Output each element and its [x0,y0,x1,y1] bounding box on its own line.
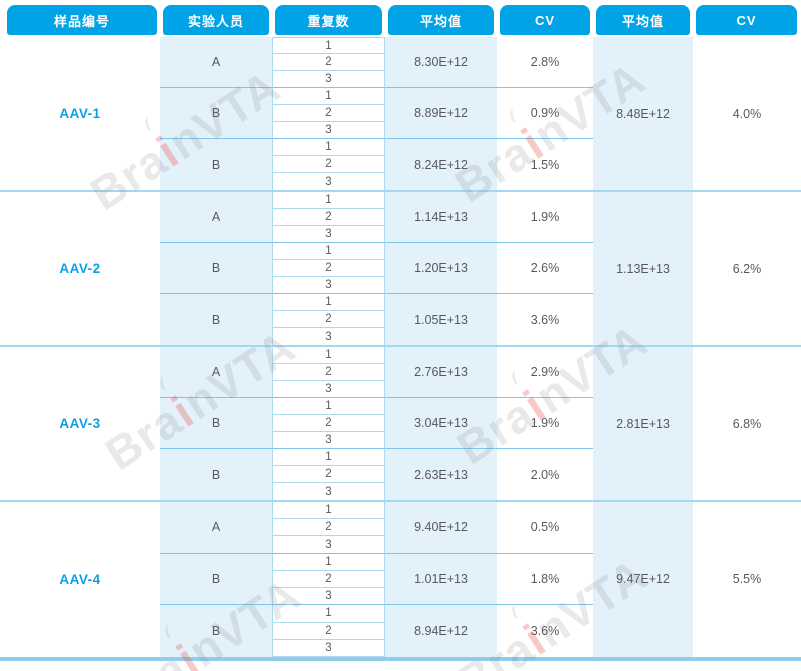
cv-cell: 2.0% [530,467,560,482]
person-cell: B [160,449,272,500]
column-header-cv-1: CV [500,5,590,35]
mean-cell: 1.20E+13 [385,243,497,294]
overall-mean-cell: 2.81E+13 [593,347,693,500]
repeat-cell: 1 [272,398,385,415]
repeat-cell: 2 [272,622,385,640]
cv-cell: 3.6% [530,624,560,639]
cv-cell: 1.8% [497,554,593,606]
column-header-sample: 样品编号 [7,5,157,35]
repeat-cell: 3 [272,381,385,398]
table-bottom-border [0,657,801,661]
repeat-cell: 2 [272,54,385,71]
cv-cell: 0.9% [497,88,593,139]
column-header-mean-1: 平均值 [388,5,494,35]
overall-mean-cell: 8.48E+12 [593,37,693,190]
repeat-cell: 3 [272,483,385,500]
cv-cell: 2.8% [497,37,593,88]
cv-cell: 0.5% [497,502,593,554]
column-header-person: 实验人员 [163,5,269,35]
repeat-cell: 3 [272,432,385,449]
repeat-cell: 3 [272,226,385,243]
repeat-cell: 1 [272,449,385,466]
sample-group: AAV-4 A 1 2 3 9.40E+12 0.5% B 1 2 3 1.01E+13 1.8% B 1 2… [0,502,801,657]
repeat-cell: 2 [272,364,385,381]
person-cell: A [160,502,272,554]
overall-mean-cell: 1.13E+13 [593,192,693,345]
repeat-cell: 3 [272,639,385,657]
mean-cell: 8.30E+12 [385,37,497,88]
mean-cell: 8.94E+12 [385,605,497,657]
mean-cell: 2.76E+13 [385,347,497,398]
person-cell: B [160,553,272,606]
person-cell: A [160,192,272,243]
repeat-cell: 1 [272,347,385,364]
table-body: AAV-1 A 1 2 3 8.30E+12 2.8% B 1 2 3 8.89E+12 0.9% B 1 2… [0,37,801,657]
overall-cv-cell: 6.8% [732,416,762,431]
repeat-cell: 2 [272,570,385,589]
overall-mean-cell: 9.47E+12 [593,502,693,657]
repeat-cell: 3 [272,328,385,345]
repeat-cell: 1 [272,553,385,571]
table-header: 样品编号 实验人员 重复数 平均值 CV 平均值 CV [0,5,801,35]
mean-cell: 1.01E+13 [385,553,497,606]
repeat-cell: 2 [272,105,385,122]
repeat-cell: 1 [272,294,385,311]
repeat-cell: 1 [272,605,385,623]
repeat-cell: 3 [272,588,385,606]
sample-group: AAV-2 A 1 2 3 1.14E+13 1.9% B 1 2 3 1.20E+13 2.6% B 1 2… [0,192,801,347]
column-header-cv-2: CV [696,5,797,35]
person-cell: B [160,605,272,657]
repeat-cell: 3 [272,122,385,139]
sample-id-cell: AAV-2 [59,261,101,276]
repeat-cell: 1 [272,139,385,156]
sample-id-cell: AAV-1 [59,106,101,121]
cv-cell: 1.9% [497,192,593,243]
cv-cell: 1.5% [530,157,560,172]
repeat-cell: 2 [272,260,385,277]
sample-id-cell: AAV-3 [59,416,101,431]
repeat-cell: 3 [272,173,385,190]
person-cell: B [160,243,272,294]
person-cell: A [160,347,272,398]
column-header-mean-2: 平均值 [596,5,690,35]
mean-cell: 8.89E+12 [385,88,497,139]
repeat-cell: 2 [272,519,385,537]
repeat-cell: 1 [272,243,385,260]
overall-cv-cell: 6.2% [732,261,762,276]
repeat-cell: 2 [272,466,385,483]
repeat-cell: 3 [272,277,385,294]
mean-cell: 9.40E+12 [385,502,497,554]
repeat-cell: 2 [272,156,385,173]
repeat-cell: 2 [272,311,385,328]
repeat-cell: 1 [272,88,385,105]
cv-cell: 2.6% [497,243,593,294]
overall-cv-cell: 5.5% [732,572,762,587]
mean-cell: 1.14E+13 [385,192,497,243]
repeat-cell: 3 [272,536,385,554]
repeat-cell: 1 [272,37,385,54]
mean-cell: 3.04E+13 [385,398,497,449]
person-cell: B [160,139,272,190]
repeat-cell: 3 [272,71,385,88]
person-cell: B [160,88,272,139]
repeat-cell: 1 [272,502,385,520]
sample-group: AAV-3 A 1 2 3 2.76E+13 2.9% B 1 2 3 3.04E+13 1.9% B 1 2… [0,347,801,502]
person-cell: B [160,398,272,449]
cv-cell: 2.9% [497,347,593,398]
mean-cell: 2.63E+13 [385,449,497,500]
person-cell: A [160,37,272,88]
repeat-cell: 2 [272,209,385,226]
mean-cell: 1.05E+13 [385,294,497,345]
sample-group: AAV-1 A 1 2 3 8.30E+12 2.8% B 1 2 3 8.89E+12 0.9% B 1 2… [0,37,801,192]
sample-id-cell: AAV-4 [59,571,101,587]
mean-cell: 8.24E+12 [385,139,497,190]
repeat-cell: 1 [272,192,385,209]
column-header-repeats: 重复数 [275,5,382,35]
person-cell: B [160,294,272,345]
cv-cell: 1.9% [497,398,593,449]
cv-cell: 3.6% [530,312,560,327]
repeat-cell: 2 [272,415,385,432]
overall-cv-cell: 4.0% [732,106,762,121]
